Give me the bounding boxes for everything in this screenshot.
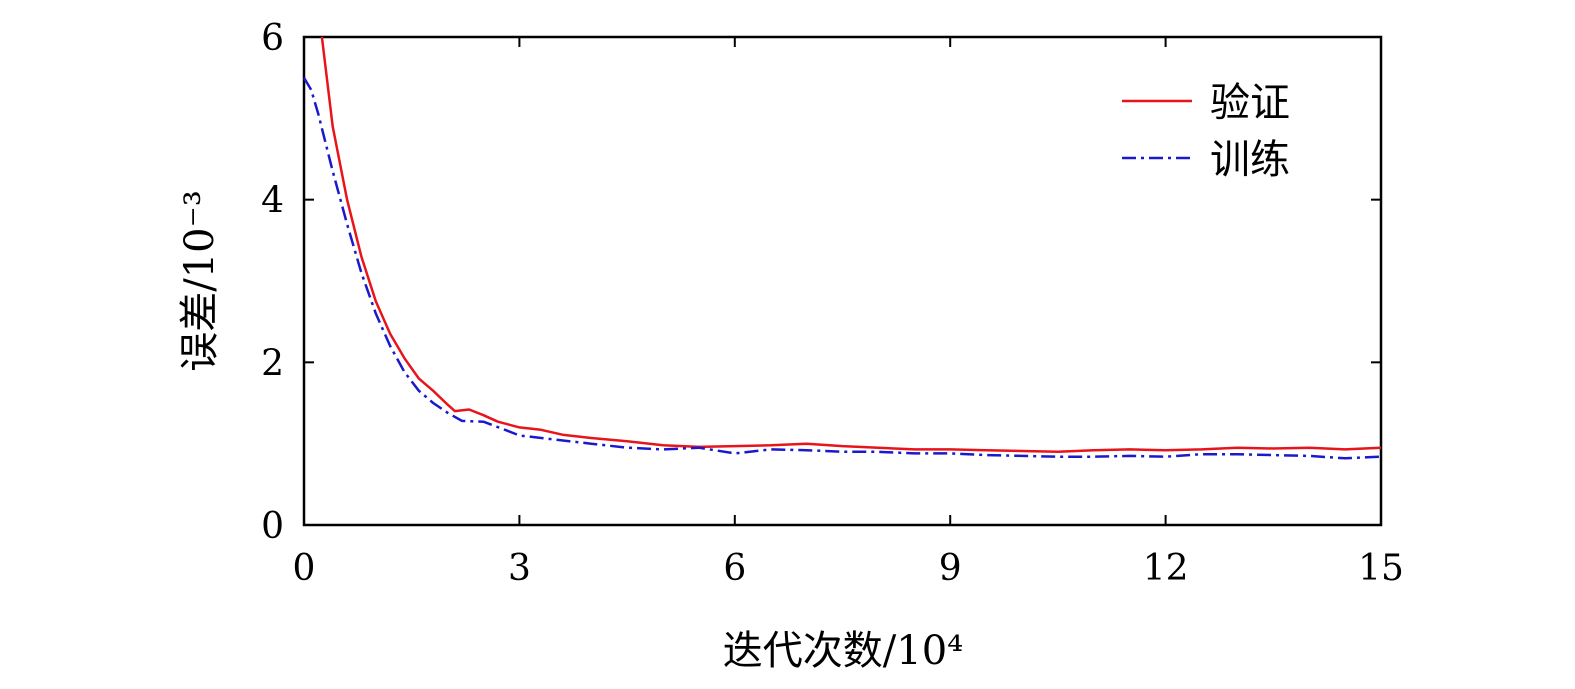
x-tick-label: 3 [508,548,531,589]
series-line-training [302,77,1382,460]
x-tick-label: 12 [1143,548,1189,589]
y-axis-ticks: 0 2 4 6 [261,18,1381,547]
legend-label-validation: 验证 [1210,80,1290,126]
y-tick-label: 4 [261,181,284,222]
x-tick-label: 6 [723,548,746,589]
legend: 验证 训练 [1122,80,1290,183]
series-line-validation [320,36,1382,454]
x-tick-label: 0 [293,548,316,589]
y-tick-label: 6 [261,18,284,59]
y-tick-label: 2 [261,343,284,384]
plot-frame [302,35,1383,527]
x-tick-label: 9 [939,548,962,589]
series-layer [302,36,1382,460]
legend-label-training: 训练 [1210,137,1290,183]
y-tick-label: 0 [261,506,284,547]
x-axis-ticks: 0 3 6 9 12 15 [293,37,1404,589]
x-axis-title: 迭代次数/10⁴ [723,628,963,674]
y-axis-title: 误差/10⁻³ [177,190,223,372]
x-tick-label: 15 [1358,548,1404,589]
